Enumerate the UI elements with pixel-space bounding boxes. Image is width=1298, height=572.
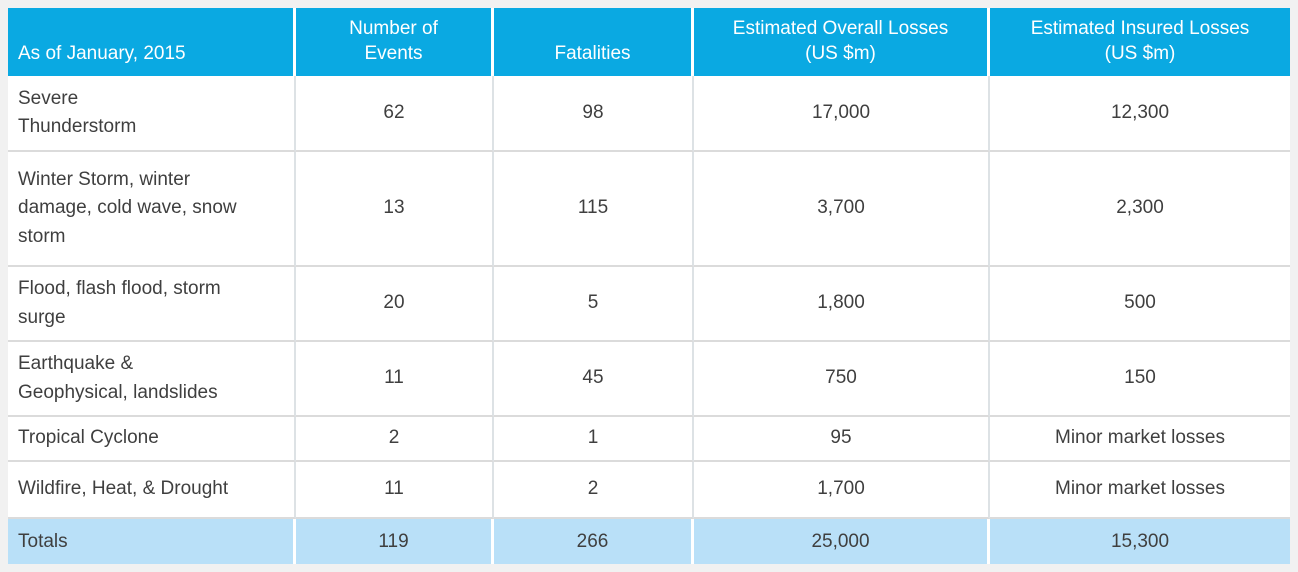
totals-row: Totals 119 266 25,000 15,300 <box>8 519 1290 564</box>
overall-losses-cell: 1,800 <box>694 267 990 342</box>
overall-losses-cell: 1,700 <box>694 462 990 519</box>
fatalities-cell: 5 <box>494 267 694 342</box>
overall-losses-cell: 3,700 <box>694 152 990 267</box>
fatalities-cell: 1 <box>494 417 694 462</box>
col-header-overall-losses: Estimated Overall Losses (US $m) <box>694 8 990 76</box>
event-type-cell: Wildfire, Heat, & Drought <box>8 462 296 519</box>
col-header-number-of-events: Number of Events <box>296 8 494 76</box>
overall-losses-cell: 750 <box>694 342 990 417</box>
overall-losses-cell: 17,000 <box>694 76 990 152</box>
event-type-cell: Severe Thunderstorm <box>8 76 296 152</box>
totals-label-cell: Totals <box>8 519 296 564</box>
totals-insured-losses-cell: 15,300 <box>990 519 1290 564</box>
insured-losses-cell: Minor market losses <box>990 462 1290 519</box>
totals-fatalities-cell: 266 <box>494 519 694 564</box>
events-count-cell: 11 <box>296 462 494 519</box>
overall-losses-cell: 95 <box>694 417 990 462</box>
event-type-cell: Earthquake & Geophysical, landslides <box>8 342 296 417</box>
events-count-cell: 62 <box>296 76 494 152</box>
table-row: Flood, flash flood, storm surge 20 5 1,8… <box>8 267 1290 342</box>
col-header-period: As of January, 2015 <box>8 8 296 76</box>
totals-events-cell: 119 <box>296 519 494 564</box>
event-type-cell: Flood, flash flood, storm surge <box>8 267 296 342</box>
insured-losses-cell: 150 <box>990 342 1290 417</box>
event-type-cell: Tropical Cyclone <box>8 417 296 462</box>
fatalities-cell: 98 <box>494 76 694 152</box>
event-type-cell: Winter Storm, winter damage, cold wave, … <box>8 152 296 267</box>
events-count-cell: 2 <box>296 417 494 462</box>
fatalities-cell: 45 <box>494 342 694 417</box>
events-count-cell: 11 <box>296 342 494 417</box>
insured-losses-cell: Minor market losses <box>990 417 1290 462</box>
table-row: Winter Storm, winter damage, cold wave, … <box>8 152 1290 267</box>
insured-losses-cell: 2,300 <box>990 152 1290 267</box>
events-count-cell: 13 <box>296 152 494 267</box>
totals-overall-losses-cell: 25,000 <box>694 519 990 564</box>
catastrophe-losses-table: As of January, 2015 Number of Events Fat… <box>8 8 1290 564</box>
table-row: Severe Thunderstorm 62 98 17,000 12,300 <box>8 76 1290 152</box>
insured-losses-cell: 12,300 <box>990 76 1290 152</box>
header-row: As of January, 2015 Number of Events Fat… <box>8 8 1290 76</box>
table-body: Severe Thunderstorm 62 98 17,000 12,300 … <box>8 76 1290 519</box>
table-row: Wildfire, Heat, & Drought 11 2 1,700 Min… <box>8 462 1290 519</box>
fatalities-cell: 115 <box>494 152 694 267</box>
table-row: Tropical Cyclone 2 1 95 Minor market los… <box>8 417 1290 462</box>
events-count-cell: 20 <box>296 267 494 342</box>
insured-losses-cell: 500 <box>990 267 1290 342</box>
col-header-fatalities: Fatalities <box>494 8 694 76</box>
table-row: Earthquake & Geophysical, landslides 11 … <box>8 342 1290 417</box>
fatalities-cell: 2 <box>494 462 694 519</box>
col-header-insured-losses: Estimated Insured Losses (US $m) <box>990 8 1290 76</box>
